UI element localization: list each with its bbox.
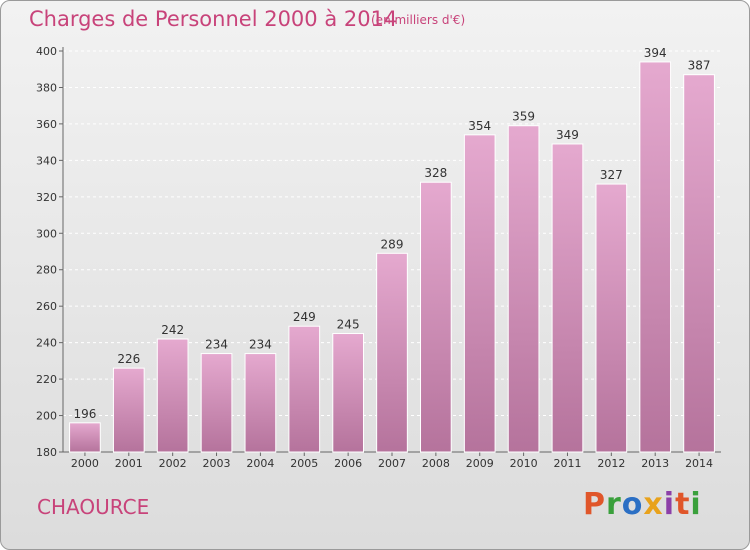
y-tick-label: 280 [36,264,57,277]
bar-2006 [332,333,364,453]
bar-2001 [112,367,145,453]
logo-letter: x [643,487,664,522]
x-tick-label-2005: 2005 [290,457,318,470]
x-tick-label-2013: 2013 [641,457,669,470]
logo-letter: t [675,487,691,522]
value-label-2014: 387 [688,59,711,73]
y-tick-label: 340 [36,154,57,167]
y-tick-label: 380 [36,81,57,94]
value-label-2010: 359 [512,110,535,124]
bar-2003 [200,353,233,453]
bar-2013 [639,61,672,453]
x-tick-label-2014: 2014 [685,457,713,470]
commune-name: CHAOURCE [37,495,150,519]
bar-2010 [507,125,540,453]
bar-2004 [244,353,277,453]
bar-2009 [463,134,496,453]
bar-2002 [156,338,189,453]
y-tick-label: 400 [36,45,57,58]
x-tick-label-2000: 2000 [71,457,99,470]
value-label-2012: 327 [600,168,623,182]
x-tick-label-2011: 2011 [553,457,581,470]
y-tick-label: 260 [36,300,57,313]
value-label-2000: 196 [73,407,96,421]
labels: 180 200 220 240 260 280 300 320 340 360 380 400 196 2… [36,45,713,470]
y-tick-label: 360 [36,118,57,131]
value-label-2011: 349 [556,128,579,142]
value-label-2009: 354 [468,119,491,133]
x-tick-label-2004: 2004 [246,457,274,470]
logo-letter: P [583,487,606,522]
x-tick-label-2002: 2002 [159,457,187,470]
chart-title: Charges de Personnel 2000 à 2014 [29,7,398,31]
x-tick-label-2012: 2012 [597,457,625,470]
value-label-2008: 328 [424,166,447,180]
y-tick-label: 300 [36,227,57,240]
x-tick-label-2009: 2009 [466,457,494,470]
logo-letter: i [663,487,676,522]
bar-2011 [551,143,584,453]
proxiti-logo[interactable]: Proxiti [583,487,702,522]
x-tick-label-2008: 2008 [422,457,450,470]
y-tick-label: 320 [36,191,57,204]
logo-letter: r [606,487,622,522]
y-tick-label: 240 [36,337,57,350]
value-label-2006: 245 [337,318,360,332]
x-tick-label-2003: 2003 [203,457,231,470]
bar-2012 [595,183,628,453]
value-label-2007: 289 [381,237,404,251]
logo-letter: i [690,487,702,522]
y-tick-label: 220 [36,373,57,386]
bar-2007 [376,252,408,453]
bar-2014 [683,74,715,453]
x-tick-label-2001: 2001 [115,457,143,470]
value-label-2003: 234 [205,338,228,352]
bar-2008 [420,181,452,453]
x-tick-label-2010: 2010 [510,457,538,470]
x-tick-label-2006: 2006 [334,457,362,470]
bars [69,61,715,453]
y-tick-label: 180 [36,446,57,459]
x-tick-label-2007: 2007 [378,457,406,470]
value-label-2002: 242 [161,323,184,337]
logo-letter: o [621,487,644,522]
bar-2005 [288,325,321,453]
value-label-2005: 249 [293,310,316,324]
value-label-2013: 394 [644,46,667,60]
value-label-2001: 226 [117,352,140,366]
chart-subtitle: (en milliers d'€) [371,13,466,27]
value-label-2004: 234 [249,338,272,352]
bar-2000 [69,422,101,453]
y-tick-label: 200 [36,410,57,423]
